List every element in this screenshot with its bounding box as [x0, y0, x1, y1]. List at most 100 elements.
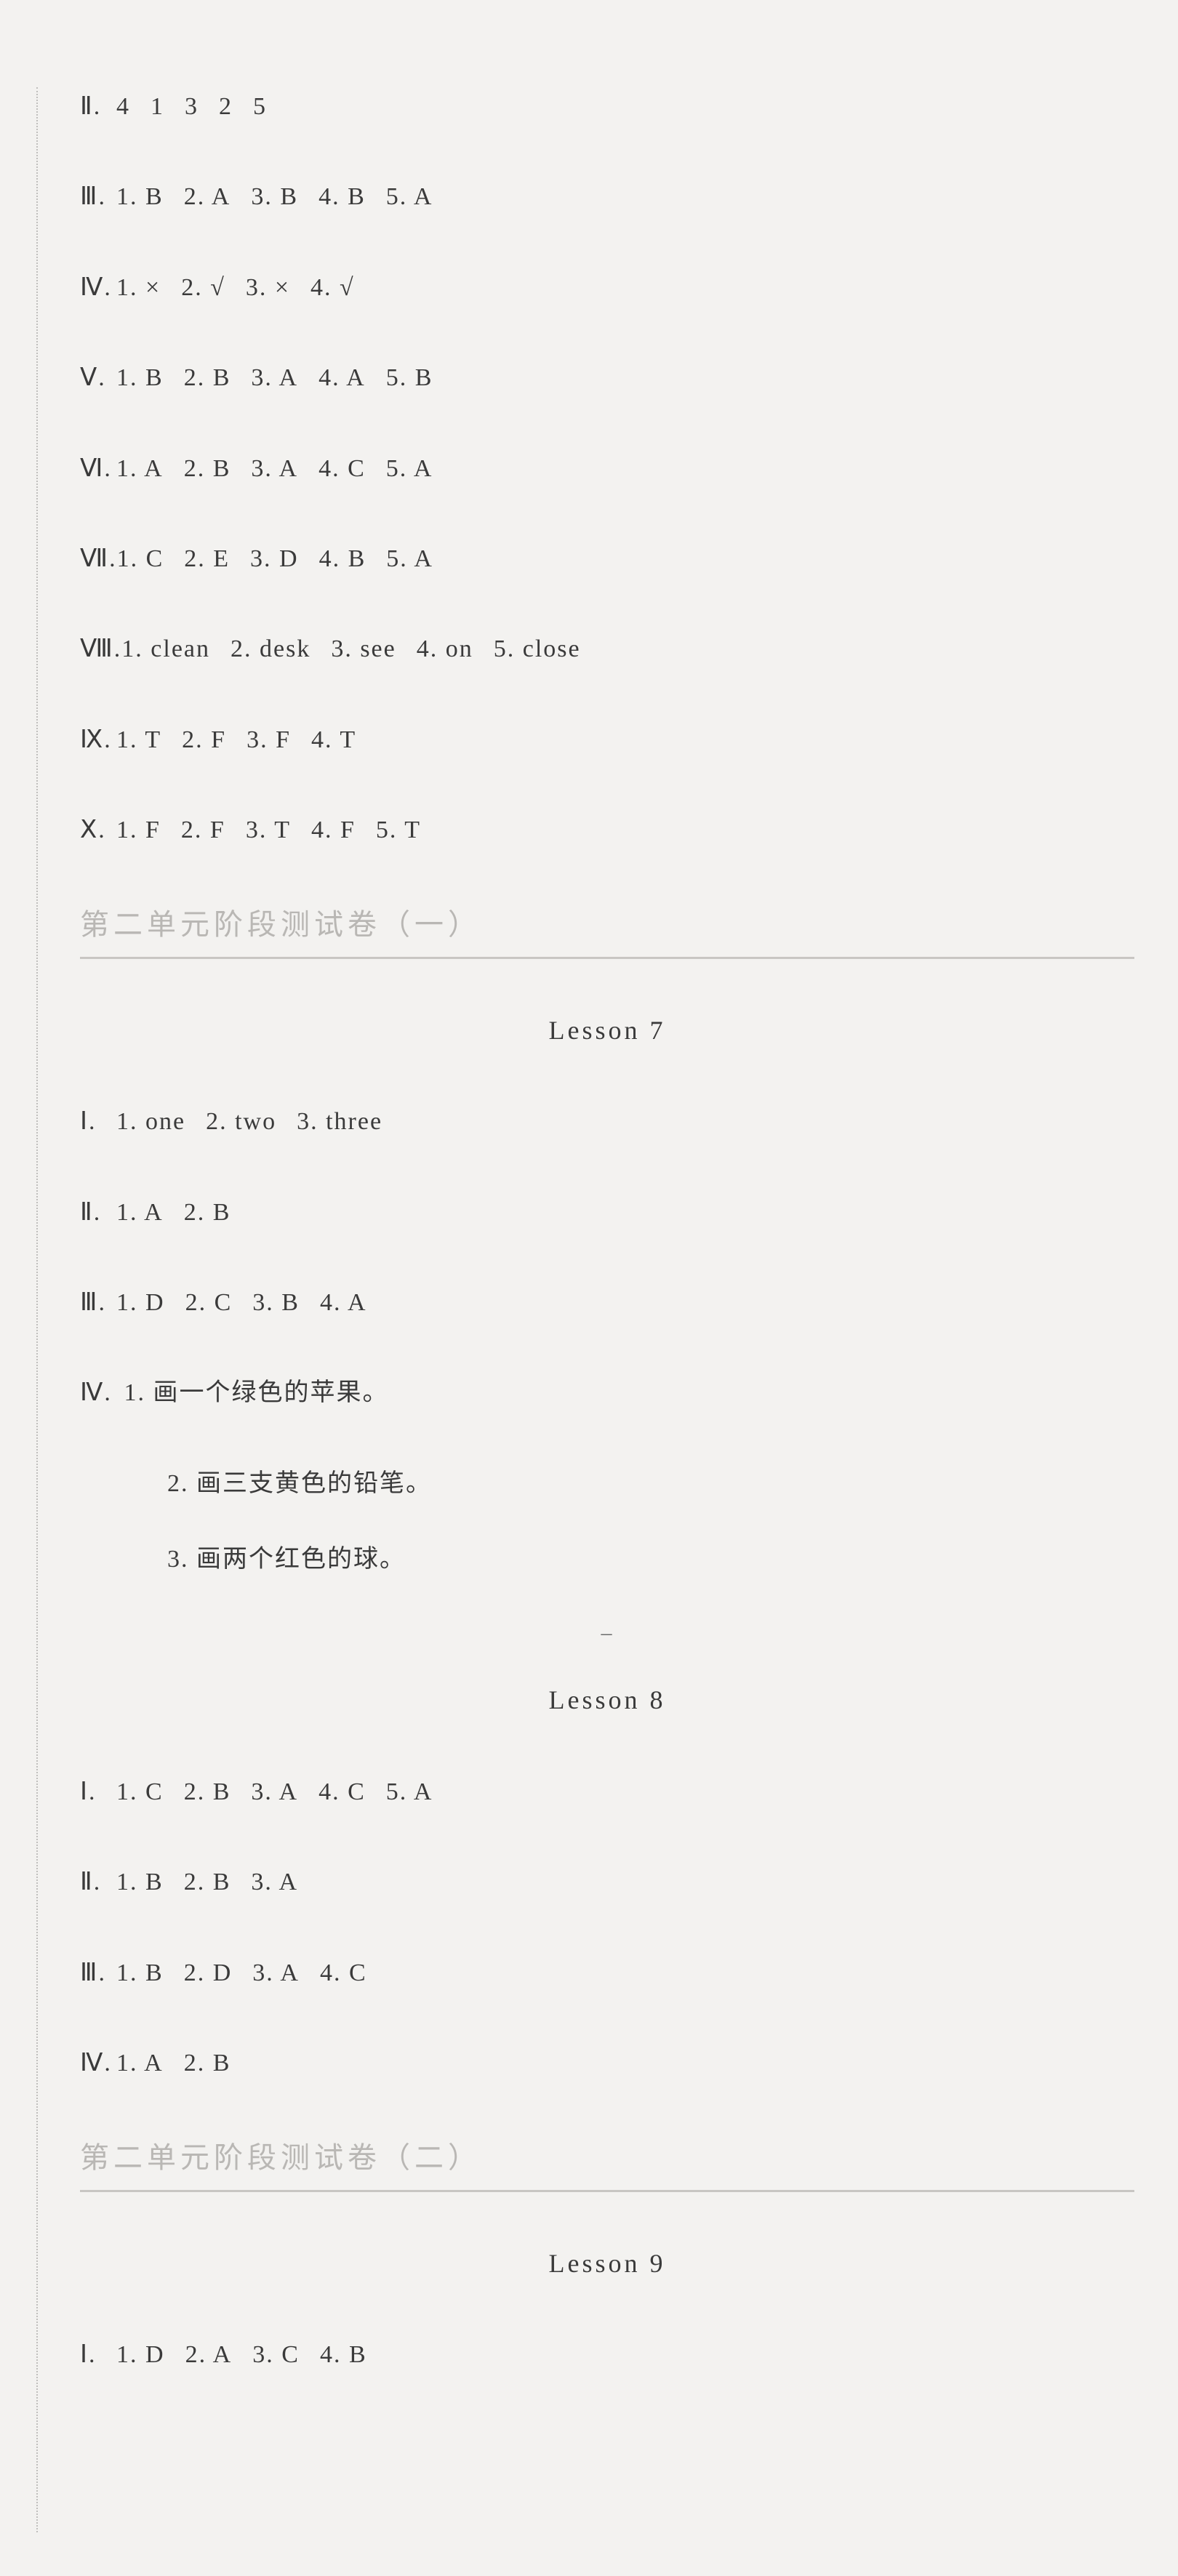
lesson-7-title: Lesson 7 — [80, 1010, 1134, 1052]
lesson-8-answers: Ⅰ.1. C2. B3. A4. C5. AⅡ.1. B2. B3. AⅢ.1.… — [80, 1773, 1134, 2084]
answer-item: 1. C — [117, 539, 164, 579]
answer-item: 2. E — [184, 539, 230, 579]
answer-item: 2. B — [184, 1773, 231, 1812]
answer-line: Ⅵ.1. A2. B3. A4. C5. A — [80, 449, 1134, 489]
answer-item: 3. C — [252, 2335, 300, 2375]
answer-item: 2. D — [184, 1954, 233, 1993]
section-title-2: 第二单元阶段测试卷（二） — [80, 2135, 1134, 2187]
roman-numeral: Ⅲ. — [80, 1283, 116, 1323]
roman-numeral: Ⅰ. — [80, 2335, 116, 2375]
roman-numeral: Ⅸ. — [80, 721, 116, 760]
answer-item: 2. 画三支黄色的铅笔。 — [167, 1470, 432, 1497]
answer-item: 4. B — [319, 539, 366, 579]
answer-item: 4. on — [417, 630, 473, 669]
answer-line: Ⅱ.41325 — [80, 87, 1134, 127]
answer-line: Ⅴ.1. B2. B3. A4. A5. B — [80, 358, 1134, 398]
answer-item: 4. √ — [310, 268, 355, 308]
answer-item: 5. A — [386, 1773, 433, 1812]
content-area: Ⅱ.41325Ⅲ.1. B2. A3. B4. B5. AⅣ.1. ×2. √3… — [80, 87, 1134, 2375]
answer-item: 4. F — [311, 811, 356, 850]
answer-item: 1. F — [116, 811, 161, 850]
answer-item: 5. T — [376, 811, 421, 850]
answer-item: 2. A — [185, 2335, 233, 2375]
answer-item: 2. desk — [231, 630, 310, 669]
answer-item: 2. C — [185, 1283, 233, 1323]
roman-numeral: Ⅲ. — [80, 1954, 116, 1993]
answer-item: 1. 画一个绿色的苹果。 — [124, 1373, 389, 1413]
lesson-9-title: Lesson 9 — [80, 2243, 1134, 2285]
small-dash: – — [80, 1616, 1134, 1650]
answer-item: 4. T — [311, 721, 356, 760]
answer-item: 2. √ — [181, 268, 225, 308]
roman-numeral: Ⅱ. — [80, 1863, 116, 1902]
answer-item: 1. A — [116, 2044, 164, 2083]
roman-numeral: Ⅶ. — [80, 539, 117, 579]
answer-item: 4. A — [320, 1283, 367, 1323]
answer-item: 1 — [151, 87, 164, 127]
section-underline-2 — [80, 2190, 1134, 2192]
lesson-7-answers: Ⅰ.1. one2. two3. three Ⅱ.1. A2. B Ⅲ.1. D 2.… — [80, 1102, 1134, 1323]
roman-numeral: Ⅲ. — [80, 177, 116, 217]
lesson-7-iv-line-2: 2. 画三支黄色的铅笔。 — [167, 1464, 1134, 1504]
answer-line: Ⅰ.1. one2. two3. three — [80, 1102, 1134, 1141]
answer-item: 3. × — [246, 268, 290, 308]
answer-item: 5 — [253, 87, 267, 127]
answer-item: 1. A — [116, 449, 164, 489]
left-dotted-border — [36, 87, 38, 2532]
answer-item: 3. A — [252, 1954, 300, 1993]
answer-item: 3. A — [251, 449, 298, 489]
answer-item: 2. A — [184, 177, 231, 217]
answer-item: 1. B — [116, 1954, 164, 1993]
answer-item: 3. D — [250, 539, 299, 579]
roman-numeral: Ⅳ. — [80, 268, 116, 308]
answer-line: Ⅲ.1. B 2. A 3. B 4. B 5. A — [80, 177, 1134, 217]
answer-item: 4. C — [318, 449, 366, 489]
answer-item: 5. A — [386, 177, 433, 217]
answer-item: 5. close — [494, 630, 581, 669]
answer-item: 1. one — [116, 1102, 185, 1141]
answer-item: 1. B — [116, 1863, 164, 1902]
answer-line: Ⅳ.1. ×2. √3. ×4. √ — [80, 268, 1134, 308]
answer-item: 1. clean — [121, 630, 210, 669]
answer-item: 3. T — [246, 811, 291, 850]
answer-item: 2 — [219, 87, 233, 127]
section-underline-1 — [80, 957, 1134, 959]
answer-item: 3. 画两个红色的球。 — [167, 1546, 406, 1573]
answer-item: 4 — [116, 87, 130, 127]
answer-line: Ⅰ.1. D2. A3. C4. B — [80, 2335, 1134, 2375]
roman-numeral: Ⅰ. — [80, 1773, 116, 1812]
answer-line: Ⅲ.1. B 2. D 3. A 4. C — [80, 1954, 1134, 1993]
answer-item: 2. B — [184, 358, 231, 398]
answer-item: 1. D — [116, 1283, 165, 1323]
answer-item: 1. B — [116, 358, 164, 398]
answer-item: 3. F — [247, 721, 291, 760]
page-root: Ⅱ.41325Ⅲ.1. B2. A3. B4. B5. AⅣ.1. ×2. √3… — [0, 0, 1178, 2576]
answer-item: 3. B — [251, 177, 298, 217]
answer-item: 2. F — [182, 721, 226, 760]
answer-item: 4. B — [320, 2335, 367, 2375]
lesson-8-title: Lesson 8 — [80, 1680, 1134, 1722]
answer-item: 3. three — [297, 1102, 382, 1141]
answer-line: Ⅳ.1. A 2. B — [80, 2044, 1134, 2083]
answer-item: 4. C — [318, 1773, 366, 1812]
lesson-7-iv-line-1: Ⅳ. 1. 画一个绿色的苹果。 — [80, 1373, 1134, 1413]
answer-line: Ⅲ.1. D 2. C 3. B 4. A — [80, 1283, 1134, 1323]
roman-numeral: Ⅴ. — [80, 358, 116, 398]
roman-numeral: Ⅳ. — [80, 1373, 116, 1413]
answer-item: 4. C — [320, 1954, 367, 1993]
answer-line: Ⅱ.1. B2. B3. A — [80, 1863, 1134, 1902]
answer-item: 1. B — [116, 177, 164, 217]
answer-item: 1. T — [116, 721, 161, 760]
roman-numeral: Ⅷ. — [80, 630, 121, 669]
answer-item: 3. A — [251, 1773, 298, 1812]
answer-item: 3. B — [252, 1283, 300, 1323]
roman-numeral: Ⅳ. — [80, 2044, 116, 2083]
answer-item: 4. B — [318, 177, 366, 217]
answer-line: Ⅸ.1. T 2. F 3. F 4. T — [80, 721, 1134, 760]
answer-item: 2. B — [184, 2044, 231, 2083]
answer-line: Ⅱ.1. A2. B — [80, 1193, 1134, 1232]
roman-numeral: Ⅱ. — [80, 1193, 116, 1232]
answer-item: 2. B — [184, 1193, 231, 1232]
answer-item: 2. F — [181, 811, 225, 850]
answer-line: Ⅰ.1. C2. B3. A4. C5. A — [80, 1773, 1134, 1812]
